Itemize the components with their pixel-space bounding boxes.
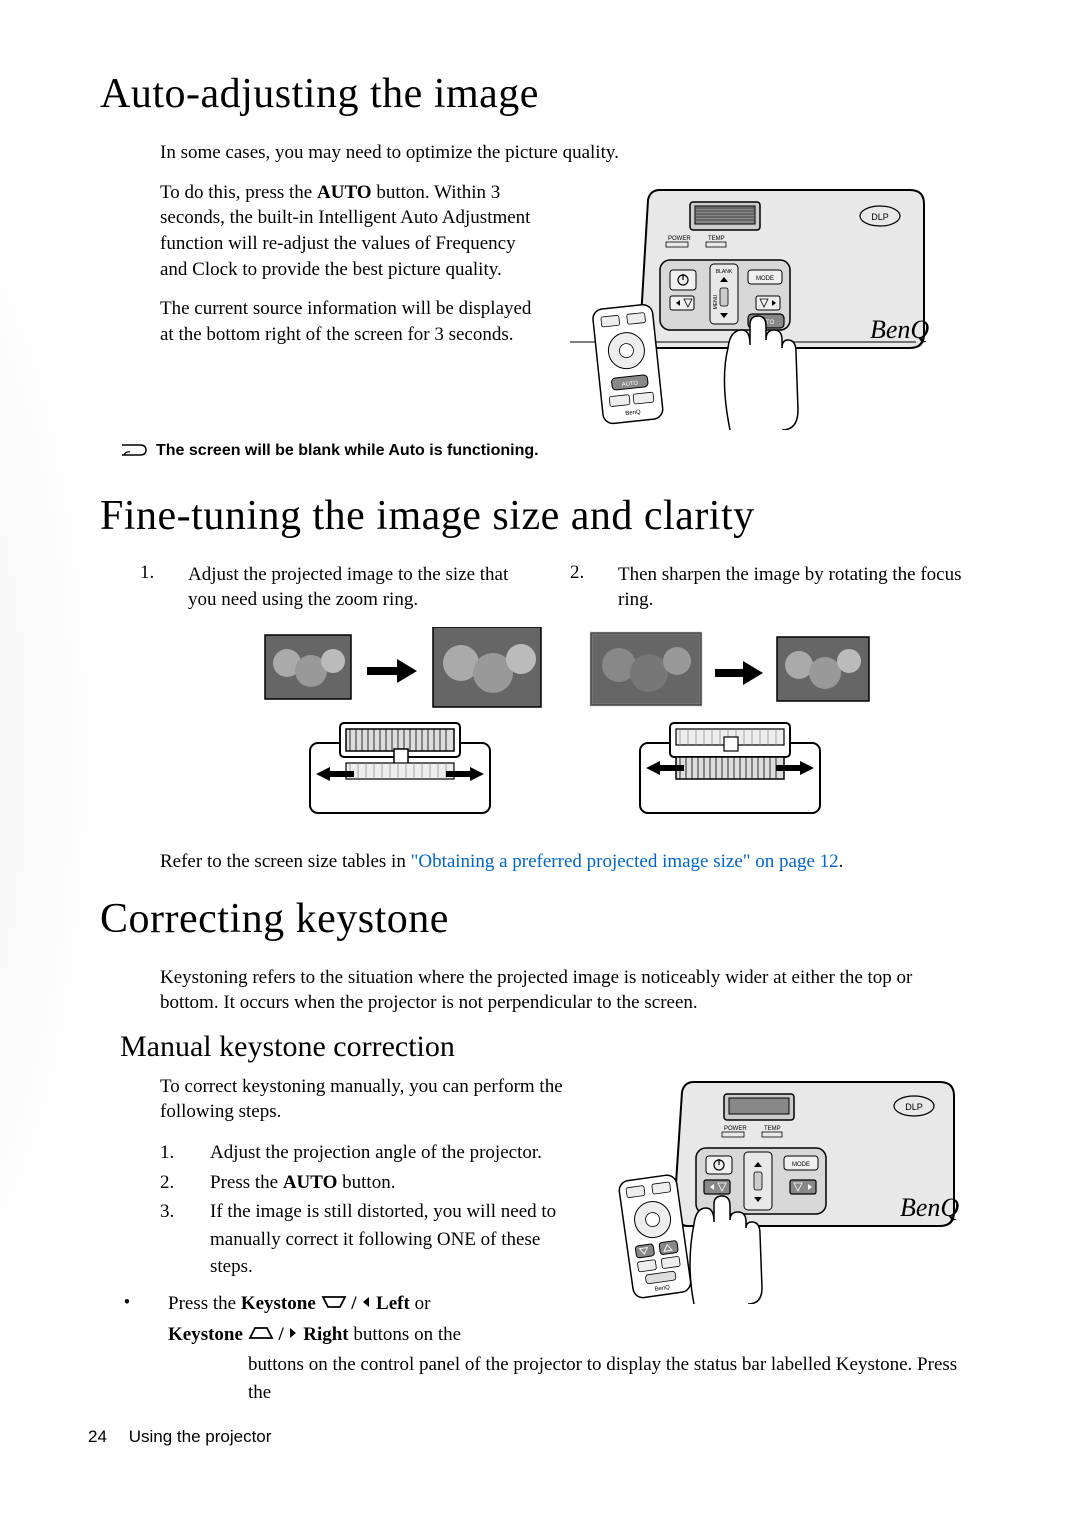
svg-text:POWER: POWER: [668, 236, 691, 242]
manual-keystone-p1: To correct keystoning manually, you can …: [160, 1074, 570, 1125]
step-text: If the image is still distorted, you wil…: [210, 1198, 570, 1281]
svg-text:TEMP: TEMP: [708, 236, 725, 242]
keystone-down-icon: [321, 1289, 347, 1319]
svg-text:BLANK: BLANK: [716, 269, 733, 275]
heading-fine-tuning: Fine-tuning the image size and clarity: [100, 492, 970, 540]
cross-ref-link[interactable]: "Obtaining a preferred projected image s…: [411, 851, 839, 872]
heading-auto-adjust: Auto-adjusting the image: [100, 70, 970, 118]
left-arrow-icon: [361, 1289, 371, 1319]
svg-text:DLP: DLP: [871, 212, 889, 222]
list-text: Adjust the projected image to the size t…: [188, 562, 540, 613]
step-text: Adjust the projection angle of the proje…: [210, 1139, 542, 1167]
refer-line: Refer to the screen size tables in "Obta…: [160, 849, 970, 875]
auto-button-label: AUTO: [317, 182, 372, 203]
note-icon: [120, 441, 148, 464]
section-name: Using the projector: [129, 1427, 272, 1446]
list-number: 2.: [570, 562, 588, 613]
svg-text:MODE: MODE: [756, 276, 774, 282]
svg-text:BenQ: BenQ: [900, 1193, 959, 1222]
auto-adjust-intro: In some cases, you may need to optimize …: [160, 140, 970, 166]
auto-adjust-p3: The current source information will be d…: [160, 296, 540, 347]
bullet-dot: •: [118, 1289, 136, 1351]
page-footer: 24 Using the projector: [88, 1427, 271, 1447]
bullet-text: Press the Keystone / Left or Keystone / …: [168, 1289, 461, 1351]
step-number: 1.: [160, 1139, 178, 1167]
focus-ring-diagram: [585, 627, 875, 827]
bullet-continuation: buttons on the control panel of the proj…: [248, 1351, 970, 1408]
keystone-up-icon: [248, 1320, 274, 1350]
svg-text:MENU: MENU: [713, 294, 719, 309]
text-fragment: To do this, press the: [160, 182, 317, 203]
projector-keystone-diagram: DLP POWER TEMP MODE BenQ: [600, 1074, 960, 1304]
text-fragment: .: [839, 851, 844, 872]
page-number: 24: [88, 1427, 124, 1447]
subheading-manual-keystone: Manual keystone correction: [120, 1030, 970, 1064]
zoom-ring-diagram: [255, 627, 545, 827]
svg-text:BenQ: BenQ: [870, 315, 929, 344]
right-arrow-icon: [288, 1320, 298, 1350]
svg-text:MODE: MODE: [792, 1162, 810, 1168]
step-number: 2.: [160, 1169, 178, 1197]
step-number: 3.: [160, 1198, 178, 1281]
auto-adjust-p2: To do this, press the AUTO button. Withi…: [160, 180, 540, 283]
note-text: The screen will be blank while Auto is f…: [156, 441, 539, 462]
svg-text:DLP: DLP: [905, 1102, 923, 1112]
heading-keystone: Correcting keystone: [100, 895, 970, 943]
text-fragment: Refer to the screen size tables in: [160, 851, 411, 872]
svg-text:POWER: POWER: [724, 1126, 747, 1132]
projector-remote-diagram: DLP POWER TEMP MODE BLANK: [570, 180, 930, 430]
list-text: Then sharpen the image by rotating the f…: [618, 562, 970, 613]
list-number: 1.: [140, 562, 158, 613]
svg-text:TEMP: TEMP: [764, 1126, 781, 1132]
step-text: Press the AUTO button.: [210, 1169, 395, 1197]
keystone-intro: Keystoning refers to the situation where…: [160, 965, 970, 1016]
